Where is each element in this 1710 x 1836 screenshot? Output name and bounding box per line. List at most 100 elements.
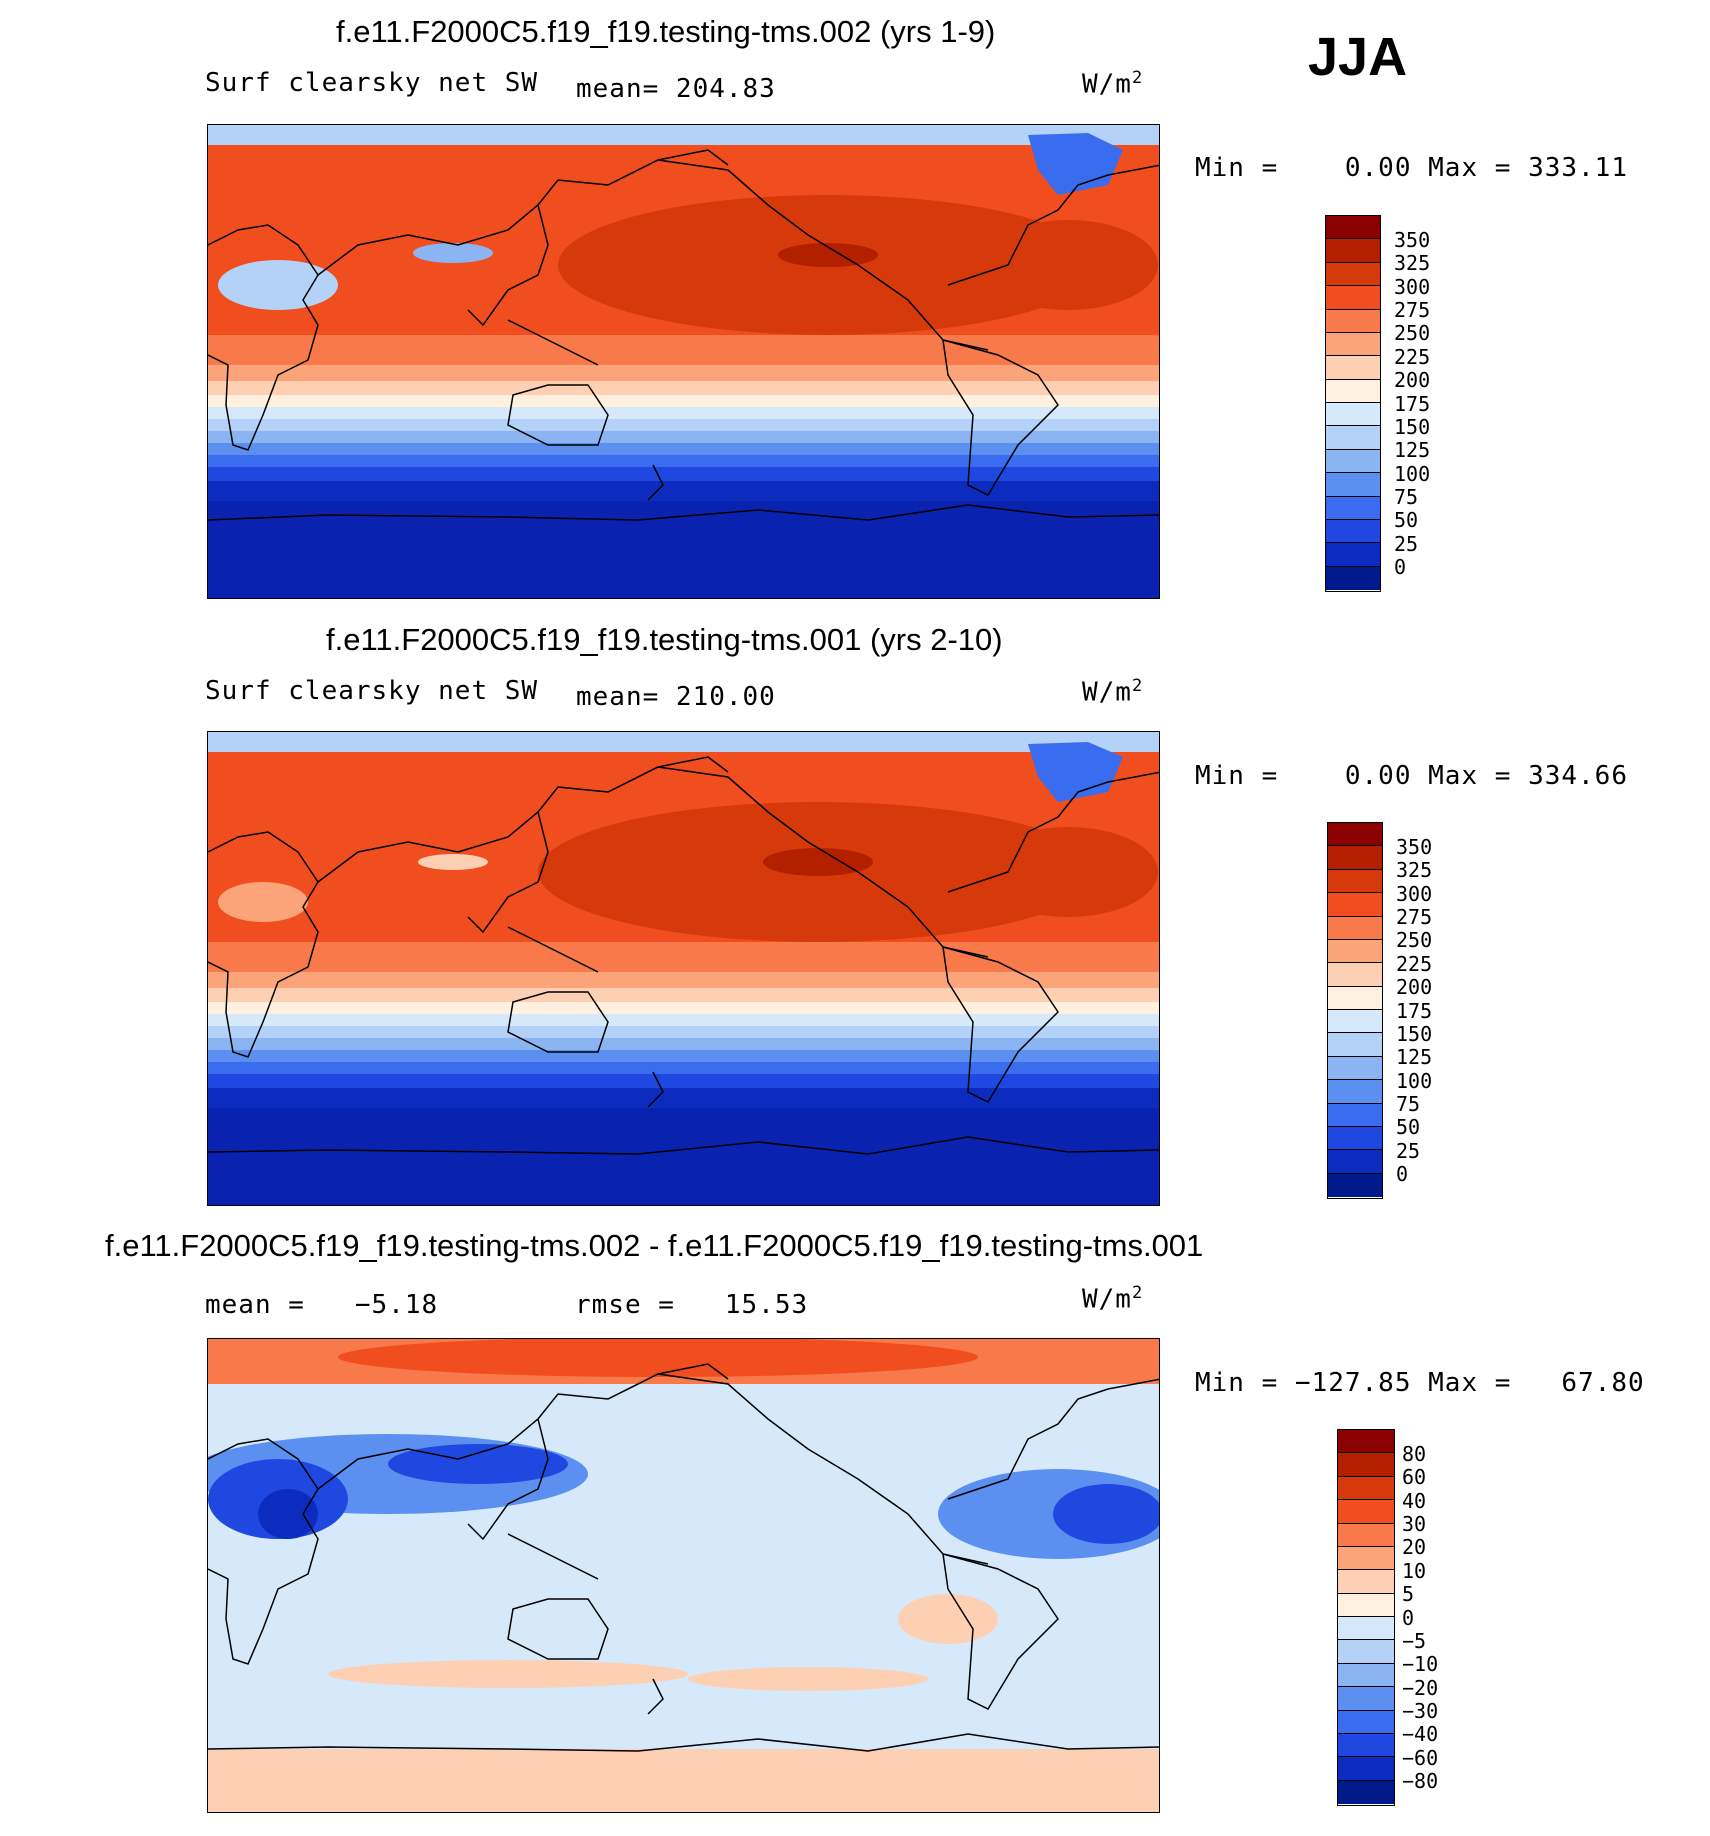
colorbar-swatch [1328,916,1382,940]
band [208,501,1159,598]
panel2-mean: mean= 210.00 [576,682,776,712]
colorbar-tick-label: 100 [1396,1068,1433,1093]
colorbar-swatch [1326,473,1380,497]
colorbar-swatch [1326,426,1380,450]
panel2-map [207,731,1160,1206]
colorbar-tick-label: 125 [1394,438,1431,463]
panel1-map-svg [208,125,1159,598]
africa-neg-core [258,1489,318,1539]
colorbar-tick-label: 325 [1394,251,1431,276]
colorbar-swatch [1338,1640,1394,1664]
atlantic-neg-core [1053,1484,1159,1544]
band [208,407,1159,419]
colorbar-tick-label: −60 [1402,1745,1439,1770]
colorbar-swatch [1338,1476,1394,1501]
band [208,1014,1159,1026]
colorbar-swatch [1338,1733,1394,1758]
colorbar-swatch [1338,1453,1394,1477]
band [208,145,1159,185]
atlantic-high [978,220,1158,310]
pacific-max [778,243,878,267]
colorbar-tick-label: 25 [1394,531,1419,556]
panel2-variable: Surf clearsky net SW [205,676,539,706]
colorbar-swatch [1326,332,1380,357]
colorbar-swatch [1326,543,1380,567]
colorbar-swatch [1326,262,1380,287]
panel3-rmse: rmse = 15.53 [575,1290,809,1320]
colorbar-swatch [1328,1080,1382,1104]
colorbar-swatch [1328,1173,1382,1197]
colorbar-swatch [1328,963,1382,987]
season-label: JJA [1308,27,1408,87]
colorbar-tick-label: 30 [1402,1512,1427,1536]
band [208,395,1159,407]
colorbar-tick-label: 125 [1396,1045,1433,1070]
colorbar-tick-label: 100 [1394,461,1431,486]
colorbar-tick-label: 50 [1394,508,1419,533]
band [208,335,1159,365]
panel1-variable: Surf clearsky net SW [205,68,539,98]
colorbar-swatch [1326,566,1380,590]
band [208,365,1159,381]
colorbar-swatch [1338,1593,1394,1617]
panel3-map [207,1338,1160,1813]
colorbar-swatch [1328,893,1382,917]
amazon-pos [898,1594,998,1644]
colorbar-tick-label: 350 [1394,227,1431,252]
colorbar-tick-label: 20 [1402,1535,1427,1560]
band [208,419,1159,431]
colorbar-swatch [1328,986,1382,1010]
panel3-mean: mean = −5.18 [205,1290,439,1320]
band [208,455,1159,467]
coastlines [208,149,1159,521]
colorbar-swatch [1338,1710,1394,1734]
colorbar-swatch [1326,403,1380,427]
band [208,125,1159,145]
colorbar-tick-label: 200 [1396,975,1433,1000]
colorbar-tick-label: 0 [1396,1162,1409,1187]
colorbar-tick-label: 40 [1402,1488,1427,1513]
colorbar-swatch [1338,1430,1394,1454]
pacific-max [763,848,873,876]
colorbar-tick-label: 10 [1402,1558,1427,1583]
band [208,467,1159,481]
colorbar-tick-label: −5 [1402,1628,1427,1653]
colorbar-swatch [1338,1523,1394,1547]
colorbar-swatch [1328,939,1382,964]
colorbar-tick-label: 25 [1396,1138,1421,1163]
tibet [418,854,488,870]
coastlines [208,1363,1159,1752]
band [208,431,1159,443]
colorbar-swatch [1338,1546,1394,1571]
colorbar-swatch [1338,1500,1394,1524]
colorbar-swatch [1328,1056,1382,1081]
colorbar-tick-label: 0 [1402,1605,1415,1630]
colorbar-tick-label: 150 [1396,1021,1433,1046]
colorbar-tick-label: 75 [1396,1092,1421,1116]
colorbar-tick-label: 200 [1394,368,1431,393]
panel2-colorbar [1327,822,1383,1199]
colorbar-tick-label: 75 [1394,485,1419,509]
colorbar-swatch [1326,356,1380,380]
colorbar-swatch [1328,1033,1382,1057]
colorbar-swatch [1328,869,1382,894]
background [208,1339,1159,1812]
south-pos-2 [688,1667,928,1691]
colorbar-tick-label: 175 [1396,998,1433,1023]
panel3-colorbar [1337,1429,1395,1806]
colorbar-tick-label: 175 [1394,391,1431,416]
panel1-units: W/m2 [1082,68,1144,100]
panel3-title: f.e11.F2000C5.f19_f19.testing-tms.002 - … [105,1228,1204,1263]
band [208,1062,1159,1074]
sahara [218,260,338,310]
colorbar-swatch [1326,519,1380,544]
colorbar-swatch [1328,1150,1382,1174]
band [208,732,1159,752]
panel1-map [207,124,1160,599]
colorbar-swatch [1328,823,1382,847]
colorbar-swatch [1326,216,1380,240]
band [208,1050,1159,1062]
band [208,972,1159,988]
panel2-units: W/m2 [1082,676,1144,708]
colorbar-tick-label: 250 [1394,321,1431,346]
